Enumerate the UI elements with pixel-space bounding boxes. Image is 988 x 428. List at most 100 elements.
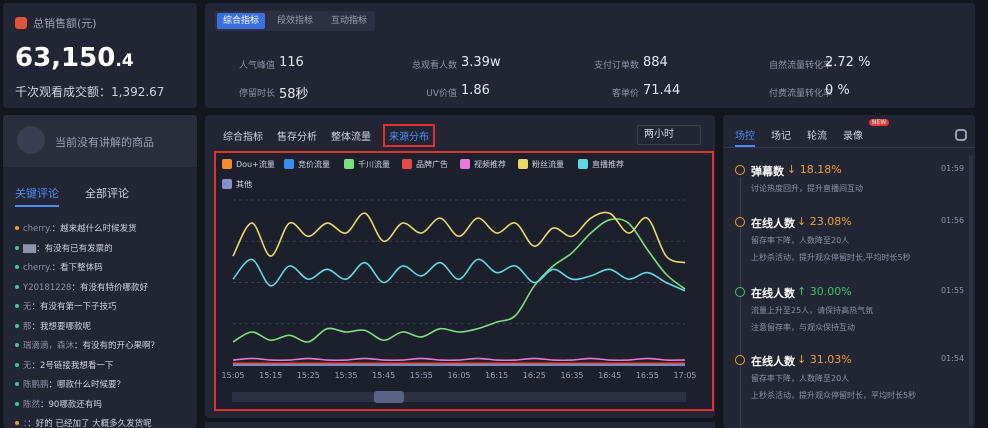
metric-value: 884 [643,55,668,70]
event-time: 01:55 [941,286,965,295]
metric-value: 1.86 [461,83,490,98]
event-change: ↓ 23.08% [797,215,852,228]
metrics-card: 综合指标 段效指标 互动指标人气峰值 116 总观看人数 3.39w 支付订单数 884 自然流… [205,3,975,108]
comment-text: ：2号链接我想看一下 [31,360,114,371]
comment-text: ：看下整体码 [51,263,103,273]
comment: cherry.：看下整体码 [23,261,193,273]
comment-text: ：有没有第一下子技巧 [31,302,117,312]
comment-text: ：有没有已有发票的 [36,243,113,254]
range-select[interactable]: 两小时 [637,125,701,145]
comment-text: ：有没有特价哪款好 [71,282,148,293]
analysis-tab[interactable]: 整体流量 [331,132,371,143]
comment-user: 瑞滴滴，森沐 [23,341,75,351]
analysis-tab[interactable]: 来源分布 [383,124,435,147]
event-time: 01:59 [941,164,965,173]
metric-label: 人气峰值 [238,61,275,71]
comment-dot [15,323,19,328]
metric-value: 3.39w [461,55,501,70]
bottom-strip [205,422,715,428]
comment-dot [15,382,19,386]
event-tab[interactable]: 轮流 [807,131,827,142]
comment: 无：2号链接我想看一下 [23,359,193,371]
metric-value: 0 % [825,83,850,98]
analysis-tab[interactable]: 售存分析 [277,132,317,143]
event-tab[interactable]: 场控 [735,127,755,147]
comment-user: ▇▇ [23,243,37,254]
events-card: 场控 场记 轮流 录像 NEW 弹幕数 ↓ 18.18% 01:59 讨论热度回升，提升直播间互… [723,115,975,428]
event-note: 上秒杀活动，提升观众停留时长，平均时长5秒 [751,391,917,400]
metric-value: 116 [279,55,304,70]
metric-value: 2.72 % [825,55,871,70]
event-time: 01:54 [941,354,965,363]
metric-tab[interactable]: 段效指标 [276,16,313,26]
comment: ：：好的 已经加了 大概多久发货呢 [23,417,193,428]
comment: 那：我想要哪款呢 [23,320,193,332]
event-title: 在线人数 [751,287,795,300]
event-change: ↓ 31.03% [797,353,852,366]
comment: cherry.：越来越什么时候发货 [23,222,193,234]
event-icon [735,287,745,297]
event-tab[interactable]: 录像 [843,131,863,142]
scroll-track [969,155,973,425]
product-icon [17,126,45,154]
comment-user: Y20181228 [23,282,72,293]
event-time: 01:56 [941,216,965,225]
comment-user: 陈然 [23,399,41,410]
timeline [740,177,741,427]
comment: Y20181228：有没有特价哪款好 [23,281,193,293]
comment-tab[interactable]: 全部评论 [85,187,129,200]
metric-label: 总观看人数 [411,61,457,71]
event-title: 在线人数 [751,217,795,230]
metric-label: 付费流量转化率 [769,89,833,99]
comment: ▇▇：有没有已有发票的 [23,242,193,254]
comment-text: ：好的 已经加了 大概多久发货呢 [27,419,152,428]
sales-value: 63,150.4 [15,43,134,73]
comments-card: 当前没有讲解的商品 关键评论 全部评论 cherry.：越来越什么时候发货 ▇▇：有没… [3,115,197,428]
event-change: ↑ 30.00% [797,285,852,298]
comment-user: 无 [23,302,32,312]
event-badge: NEW [869,119,890,126]
metric-tab[interactable]: 互动指标 [330,16,367,26]
settings-icon [955,129,967,141]
comment-text: ：哪款什么时候要？ [48,380,126,390]
event-note: 留存率下降，人数降至20人 [751,236,850,245]
comment-text: ：我想要哪款呢 [31,321,92,332]
analysis-card: 综合指标 售存分析 整体流量 来源分布 两小时 [205,115,715,428]
event-note: 讨论热度回升，提升直播间互动 [751,184,863,193]
event-icon [735,165,745,175]
metric-label: UV价值 [426,89,457,99]
comment-user: ： [23,419,28,428]
comment-user: 陈鹏鹏 [23,380,49,390]
comment-text: ：90哪款还有吗 [40,399,102,410]
divider [723,147,975,148]
event-title: 在线人数 [751,355,795,368]
comment-tab[interactable]: 关键评论 [15,185,59,207]
event-tab[interactable]: 场记 [771,131,791,142]
comment-user: 那 [23,321,32,332]
product-text: 当前没有讲解的商品 [55,136,154,149]
comment-dot [15,245,19,250]
sales-main: 63,150 [15,43,116,73]
comment-dot [15,226,19,230]
metric-label: 客单价 [611,89,639,99]
comment-text: ：有没有的开心果啊？ [74,341,160,351]
comment-dot [15,401,19,406]
comment-dot [15,421,19,425]
metric-value: 71.44 [643,83,681,98]
event-note: 流量上升至25人，请保持高热气氛 [751,306,874,315]
comment-text: ：越来越什么时候发货 [51,224,137,234]
event-icon [735,355,745,365]
comment: 无：有没有第一下子技巧 [23,300,193,312]
sales-icon [15,17,27,29]
comment-dot [15,304,19,308]
comment-user: cherry. [23,263,52,273]
metric-label: 自然流量转化率 [769,61,833,71]
comment-dot [15,265,19,269]
metric-tab[interactable]: 综合指标 [217,13,265,29]
analysis-tab[interactable]: 综合指标 [223,132,263,143]
comment: 瑞滴滴，森沐：有没有的开心果啊？ [23,339,193,351]
metric-label: 支付订单数 [593,61,639,71]
event-note: 注意留存率，与观众保持互动 [751,323,855,332]
comment: 陈然：90哪款还有吗 [23,398,193,410]
